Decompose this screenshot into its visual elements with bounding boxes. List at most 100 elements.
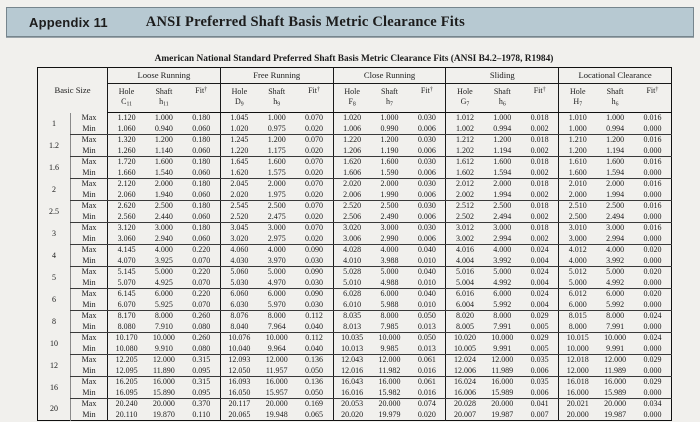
cell-value: 3.010 (558, 222, 597, 234)
shaft-symbol: h6 (498, 97, 506, 108)
cell-value: 16.016 (332, 387, 371, 399)
cell-value: 2.120 (107, 178, 146, 190)
basic-size-value: 1.6 (49, 162, 59, 172)
cell-value: 0.940 (145, 123, 183, 135)
table-row-max: 16 Max 16.205 16.000 0.315 16.093 16.000 0.136 1… (38, 376, 672, 392)
cell-value: 4.030 (219, 255, 258, 267)
cell-value: 2.500 (154, 201, 173, 211)
row-label-max: Max (69, 244, 108, 256)
cell-value: 0.000 (633, 321, 672, 333)
cell-value: 0.024 (643, 311, 662, 321)
cell-value: 10.080 (107, 343, 146, 355)
cell-value: 2.500 (558, 211, 597, 223)
cell-value: 3.060 (107, 233, 146, 245)
cell-value: 10.005 (445, 343, 484, 355)
cell-value: 8.000 (380, 311, 399, 321)
cell-value: 0.006 (521, 365, 559, 377)
cell-value: 2.500 (606, 201, 625, 211)
cell-value: 2.560 (107, 211, 146, 223)
cell-value: 0.180 (192, 201, 211, 211)
cell-value: 4.000 (154, 245, 173, 255)
shaft-symbol: h7 (386, 97, 393, 108)
cell-value: 6.010 (332, 299, 371, 311)
cell-value: 0.024 (530, 289, 549, 299)
cell-value: 12.000 (491, 355, 514, 365)
cell-value: 0.035 (530, 355, 549, 365)
cell-value: 16.024 (445, 376, 484, 388)
cell-value: 6.000 (558, 299, 597, 311)
cell-value: 0.994 (596, 123, 634, 135)
cell-value: 0.006 (408, 233, 446, 245)
cell-value: 2.000 (558, 189, 597, 201)
cell-value: 0.180 (192, 179, 211, 189)
cell-value: 2.545 (219, 200, 258, 212)
cell-value: 0.070 (305, 157, 324, 167)
cell-value: 0.070 (182, 299, 221, 311)
cell-value: 0.040 (295, 321, 334, 333)
row-label-max: Max (69, 310, 108, 322)
fits-table-head: Basic Size Loose Running Free Running Close… (38, 67, 672, 113)
cell-value: 20.000 (491, 399, 514, 409)
cell-value: 0.090 (305, 289, 324, 299)
basic-size-value: 2.5 (49, 206, 59, 216)
shaft-label: Shaft (268, 87, 286, 97)
cell-value: 2.000 (154, 179, 173, 189)
cell-value: 9.910 (145, 343, 183, 355)
cell-value: 2.940 (145, 233, 183, 245)
shaft-label: Shaft (155, 87, 173, 97)
cell-value: 16.018 (558, 376, 597, 388)
cell-value: 1.600 (606, 157, 625, 167)
cell-value: 20.110 (107, 409, 146, 421)
col-header-shaft: Shaft h6 (483, 83, 522, 113)
cell-value: 0.030 (417, 201, 436, 211)
cell-value: 2.006 (332, 189, 371, 201)
cell-value: 1.620 (219, 167, 258, 179)
table-row-max: 2.5 Max 2.620 2.500 0.180 2.545 2.500 0.070 2.52… (38, 200, 672, 216)
cell-value: 5.970 (257, 299, 296, 311)
cell-value: 8.000 (154, 311, 173, 321)
cell-value: 5.000 (154, 267, 173, 277)
hole-symbol-sub: 9 (240, 101, 244, 108)
row-label-max: Max (69, 156, 108, 168)
cell-value: 20.021 (558, 398, 597, 410)
cell-value: 0.024 (643, 333, 662, 343)
dagger-mark: † (317, 87, 320, 93)
cell-value: 2.000 (606, 179, 625, 189)
cell-value: 0.030 (295, 255, 334, 267)
cell-value: 20.053 (332, 398, 371, 410)
cell-value: 7.985 (370, 321, 409, 333)
cell-value: 2.494 (596, 211, 634, 223)
cell-value: 0.020 (295, 167, 334, 179)
cell-value: 0.041 (530, 399, 549, 409)
cell-value: 5.000 (606, 267, 625, 277)
cell-value: 0.080 (182, 321, 221, 333)
cell-value: 2.994 (596, 233, 634, 245)
table-row-min: Min 16.095 15.890 0.095 16.050 15.957 0.050 16.… (38, 387, 672, 399)
cell-value: 2.002 (445, 189, 484, 201)
basic-size-value: 16 (50, 382, 58, 392)
cell-value: 0.020 (643, 289, 662, 299)
cell-value: 1.194 (483, 145, 522, 157)
cell-value: 1.000 (154, 113, 173, 123)
row-label-min: Min (69, 277, 108, 289)
cell-value: 4.988 (370, 277, 409, 289)
cell-value: 0.060 (182, 189, 221, 201)
cell-value: 0.050 (417, 311, 436, 321)
cell-value: 1.990 (370, 189, 409, 201)
cell-value: 10.013 (332, 343, 371, 355)
table-row-max: 12 Max 12.205 12.000 0.315 12.093 12.000 0.136 1… (38, 354, 672, 370)
cell-value: 5.012 (558, 266, 597, 278)
row-label-max: Max (69, 222, 108, 234)
cell-value: 0.070 (305, 135, 324, 145)
cell-value: 0.090 (305, 245, 324, 255)
cell-value: 16.000 (152, 377, 175, 387)
cell-value: 9.964 (257, 343, 296, 355)
cell-value: 2.440 (145, 211, 183, 223)
cell-value: 1.975 (257, 189, 296, 201)
cell-value: 0.000 (633, 255, 672, 267)
basic-size-value: 2 (52, 184, 56, 194)
cell-value: 5.070 (107, 277, 146, 289)
cell-value: 10.020 (445, 332, 484, 344)
basic-size-value: 10 (50, 338, 58, 348)
